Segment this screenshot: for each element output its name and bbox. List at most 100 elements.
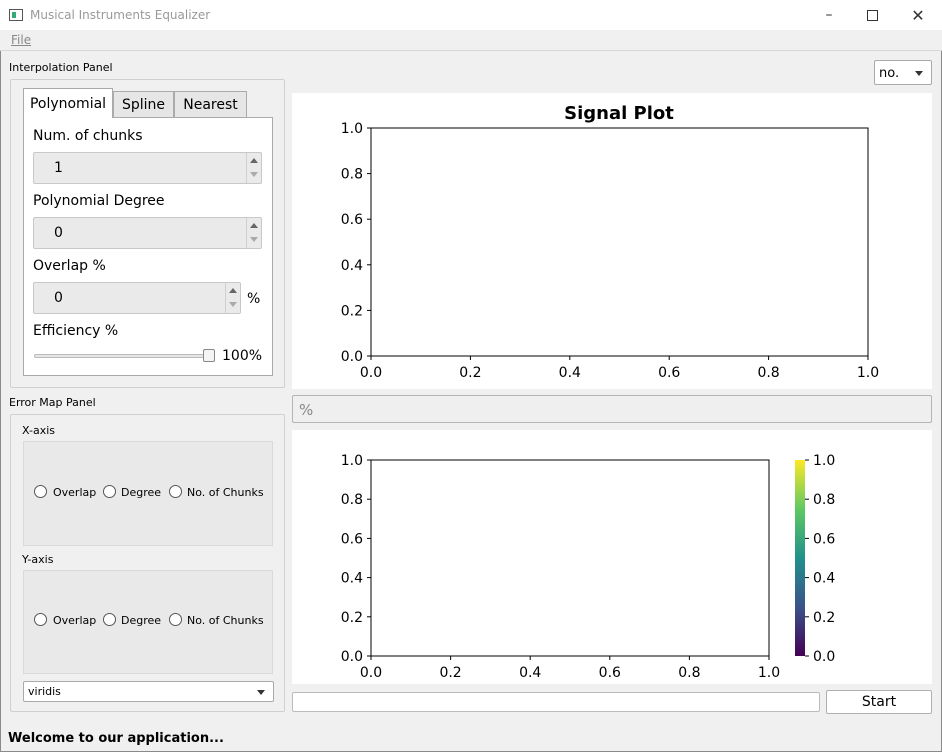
close-icon: ✕ <box>911 5 925 25</box>
efficiency-slider-handle[interactable] <box>203 349 215 362</box>
signal-plot-y-tick-label: 0.2 <box>341 303 363 319</box>
signal-plot-x-tick-label: 0.8 <box>757 365 779 381</box>
num-chunks-stepper[interactable] <box>246 153 261 183</box>
x-axis-degree-label[interactable]: Degree <box>121 486 162 499</box>
efficiency-slider-track[interactable] <box>34 354 208 358</box>
signal-plot-y-tick-label: 0.4 <box>341 258 363 274</box>
signal-plot-y-tick-label: 0.0 <box>341 349 363 365</box>
menu-divider <box>0 50 942 51</box>
x-axis-overlap-radio[interactable] <box>34 485 47 498</box>
y-axis-degree-radio[interactable] <box>103 613 116 626</box>
num-chunks-label: Num. of chunks <box>33 128 143 144</box>
signal-plot-x-tick-label: 0.6 <box>658 365 680 381</box>
interpolation-panel <box>10 79 285 388</box>
close-button[interactable]: ✕ <box>895 0 941 30</box>
maximize-icon <box>866 9 878 21</box>
num-chunks-value: 1 <box>54 160 63 176</box>
error-map-axes <box>370 459 770 657</box>
percent-field[interactable]: % <box>292 395 932 423</box>
error-map-panel-title: Error Map Panel <box>9 396 96 409</box>
colorbar-tick-label: 0.6 <box>813 531 835 547</box>
y-axis-title: Y-axis <box>22 553 54 566</box>
poly-degree-spinbox[interactable]: 0 <box>33 217 262 249</box>
top-select[interactable]: no. <box>874 60 932 85</box>
spin-down-icon[interactable] <box>250 172 258 177</box>
signal-plot-axes <box>370 127 869 357</box>
error-map-y-tick-label: 0.4 <box>341 571 363 587</box>
poly-degree-label: Polynomial Degree <box>33 193 165 209</box>
x-axis-options <box>23 441 273 546</box>
signal-plot-x-tick-label: 0.4 <box>559 365 581 381</box>
error-map-panel <box>10 414 285 712</box>
spin-up-icon[interactable] <box>250 223 258 228</box>
poly-degree-stepper[interactable] <box>246 218 261 248</box>
tab-spline[interactable]: Spline <box>113 91 174 118</box>
error-map-x-tick-label: 0.2 <box>439 665 461 681</box>
status-message: Welcome to our application... <box>8 731 224 746</box>
start-button[interactable]: Start <box>826 690 932 714</box>
y-axis-chunks-label[interactable]: No. of Chunks <box>187 614 264 627</box>
maximize-button[interactable] <box>849 0 895 30</box>
top-select-value: no. <box>879 66 900 81</box>
signal-plot-x-tick-label: 0.0 <box>360 365 382 381</box>
menu-file[interactable]: File <box>11 33 32 47</box>
efficiency-value: 100% <box>222 348 263 364</box>
error-map-x-tick-label: 0.4 <box>519 665 541 681</box>
colorbar-tick-label: 1.0 <box>813 453 835 469</box>
error-map-y-tick-label: 0.6 <box>341 531 363 547</box>
signal-plot-y-tick-label: 0.8 <box>341 167 363 183</box>
num-chunks-spinbox[interactable]: 1 <box>33 152 262 184</box>
tab-polynomial[interactable]: Polynomial <box>23 88 113 118</box>
error-map-y-tick-label: 0.0 <box>341 649 363 665</box>
y-axis-options <box>23 570 273 674</box>
signal-plot-y-tick-label: 0.6 <box>341 212 363 228</box>
spin-down-icon[interactable] <box>250 237 258 242</box>
y-axis-chunks-radio[interactable] <box>169 613 182 626</box>
error-map-y-tick-label: 0.2 <box>341 610 363 626</box>
x-axis-degree-radio[interactable] <box>103 485 116 498</box>
overlap-value: 0 <box>54 290 63 306</box>
error-map-svg: 1.0 0.8 0.6 0.4 0.2 0.0 0.0 0.2 0.4 0.6 0.8 1.0 1.… <box>341 453 836 681</box>
colorbar-tick-label: 0.2 <box>813 610 835 626</box>
colormap-select[interactable]: viridis <box>23 681 274 702</box>
signal-plot-x-tick-label: 1.0 <box>857 365 879 381</box>
title-bar[interactable] <box>0 0 942 30</box>
error-map-y-tick-label: 1.0 <box>341 453 363 469</box>
error-map-x-tick-label: 0.6 <box>599 665 621 681</box>
error-map-y-tick-label: 0.8 <box>341 492 363 508</box>
signal-plot-canvas: Signal Plot 1.0 0.8 0.6 0.4 0.2 0.0 0.0 0.2 0.4… <box>292 93 932 389</box>
y-axis-overlap-radio[interactable] <box>34 613 47 626</box>
spin-up-icon[interactable] <box>250 158 258 163</box>
minimize-icon: – <box>825 7 833 23</box>
chevron-down-icon <box>257 690 265 695</box>
progress-bar <box>292 692 820 712</box>
x-axis-chunks-label[interactable]: No. of Chunks <box>187 486 264 499</box>
tab-nearest[interactable]: Nearest <box>174 91 247 118</box>
app-icon <box>9 9 23 21</box>
percent-placeholder: % <box>299 401 314 419</box>
x-axis-overlap-label[interactable]: Overlap <box>53 486 97 499</box>
y-axis-degree-label[interactable]: Degree <box>121 614 162 627</box>
spin-up-icon[interactable] <box>229 288 237 293</box>
overlap-unit: % <box>247 291 261 307</box>
overlap-label: Overlap % <box>33 258 106 274</box>
signal-plot-svg: Signal Plot 1.0 0.8 0.6 0.4 0.2 0.0 0.0 0.2 0.4… <box>341 103 879 381</box>
efficiency-label: Efficiency % <box>33 323 119 339</box>
interpolation-panel-title: Interpolation Panel <box>9 61 113 74</box>
x-axis-chunks-radio[interactable] <box>169 485 182 498</box>
error-map-canvas: 1.0 0.8 0.6 0.4 0.2 0.0 0.0 0.2 0.4 0.6 0.8 1.0 1.… <box>292 430 932 684</box>
overlap-stepper[interactable] <box>225 283 240 313</box>
colorbar-tick-label: 0.4 <box>813 571 835 587</box>
signal-plot-x-tick-label: 0.2 <box>459 365 481 381</box>
chevron-down-icon <box>915 71 923 76</box>
error-map-x-tick-label: 1.0 <box>758 665 780 681</box>
y-axis-overlap-label[interactable]: Overlap <box>53 614 97 627</box>
window-title: Musical Instruments Equalizer <box>30 8 211 22</box>
colorbar-tick-label: 0.8 <box>813 492 835 508</box>
spin-down-icon[interactable] <box>229 302 237 307</box>
error-map-x-tick-label: 0.0 <box>360 665 382 681</box>
overlap-spinbox[interactable]: 0 <box>33 282 241 314</box>
minimize-button[interactable]: – <box>806 0 852 30</box>
x-axis-title: X-axis <box>22 424 55 437</box>
signal-plot-title: Signal Plot <box>564 103 674 124</box>
